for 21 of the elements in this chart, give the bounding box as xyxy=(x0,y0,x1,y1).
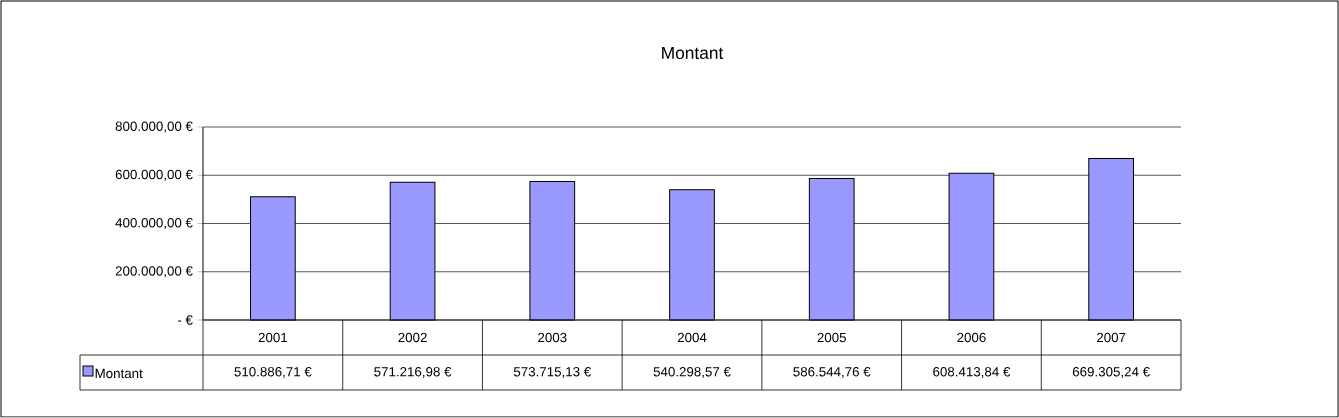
y-tick-label: 800.000,00 € xyxy=(115,121,193,133)
y-tick-label: 600.000,00 € xyxy=(115,169,193,181)
x-tick-label: 2004 xyxy=(677,332,707,343)
x-tick-label: 2005 xyxy=(817,332,846,343)
y-tick-label: - € xyxy=(177,315,193,325)
data-label: 573.715,13 € xyxy=(513,367,592,379)
y-tick-label: 200.000,00 € xyxy=(115,266,193,278)
data-label: 510.886,71 € xyxy=(234,367,312,379)
x-tick-label: 2002 xyxy=(398,332,427,343)
data-label: 586.544,76 € xyxy=(793,367,871,379)
x-tick-label: 2001 xyxy=(258,332,288,343)
data-label: 571.216,98 € xyxy=(374,367,452,379)
chart-title: Montant xyxy=(662,46,724,60)
y-tick-label: 400.000,00 € xyxy=(115,218,193,230)
legend-label: Montant xyxy=(95,368,143,379)
data-label: 669.305,24 € xyxy=(1072,367,1150,379)
x-tick-label: 2007 xyxy=(1097,332,1126,343)
data-label: 540.298,57 € xyxy=(653,367,731,379)
x-tick-label: 2003 xyxy=(538,332,567,343)
data-label: 608.413,84 € xyxy=(933,367,1011,379)
x-tick-label: 2006 xyxy=(957,332,986,343)
